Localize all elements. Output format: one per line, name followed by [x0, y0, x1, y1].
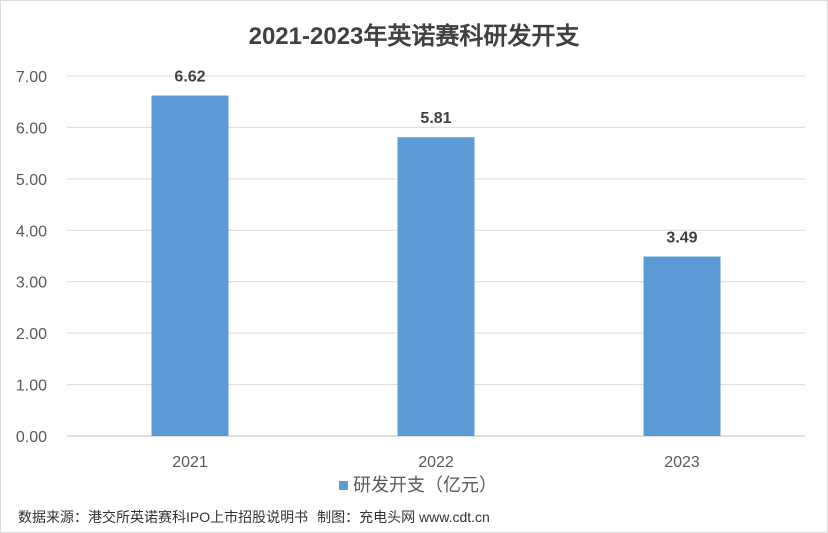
chart-title: 2021-2023年英诺赛科研发开支: [249, 22, 581, 50]
bar-value-label: 3.49: [666, 230, 697, 247]
y-tick-label: 4.00: [16, 223, 47, 240]
footer-note: 数据来源：港交所英诺赛科IPO上市招股说明书 制图：充电头网 www.cdt.cn: [18, 509, 490, 525]
x-axis: 2021 2022 2023: [172, 454, 700, 471]
data-labels: 6.62 5.81 3.49: [174, 69, 697, 247]
bar: [151, 95, 229, 437]
legend-label: 研发开支（亿元）: [353, 475, 497, 495]
x-tick-label: 2023: [664, 454, 700, 471]
bar: [397, 137, 475, 436]
y-tick-label: 2.00: [16, 326, 47, 343]
bar: [643, 256, 721, 436]
y-tick-label: 0.00: [16, 429, 47, 446]
bar-value-label: 5.81: [420, 110, 451, 127]
x-tick-label: 2022: [418, 454, 454, 471]
y-axis: 0.00 1.00 2.00 3.00 4.00 5.00 6.00 7.00: [16, 69, 47, 446]
y-tick-label: 6.00: [16, 120, 47, 137]
y-tick-label: 7.00: [16, 69, 47, 86]
x-tick-label: 2021: [172, 454, 208, 471]
legend: 研发开支（亿元）: [339, 475, 497, 495]
data-source-note: 数据来源：港交所英诺赛科IPO上市招股说明书: [18, 509, 308, 525]
y-tick-label: 3.00: [16, 275, 47, 292]
y-tick-label: 5.00: [16, 172, 47, 189]
bar-value-label: 6.62: [174, 69, 205, 86]
y-tick-label: 1.00: [16, 378, 47, 395]
legend-swatch: [339, 481, 348, 490]
chart-credit: 制图：充电头网 www.cdt.cn: [317, 509, 490, 525]
bars: [151, 95, 721, 437]
